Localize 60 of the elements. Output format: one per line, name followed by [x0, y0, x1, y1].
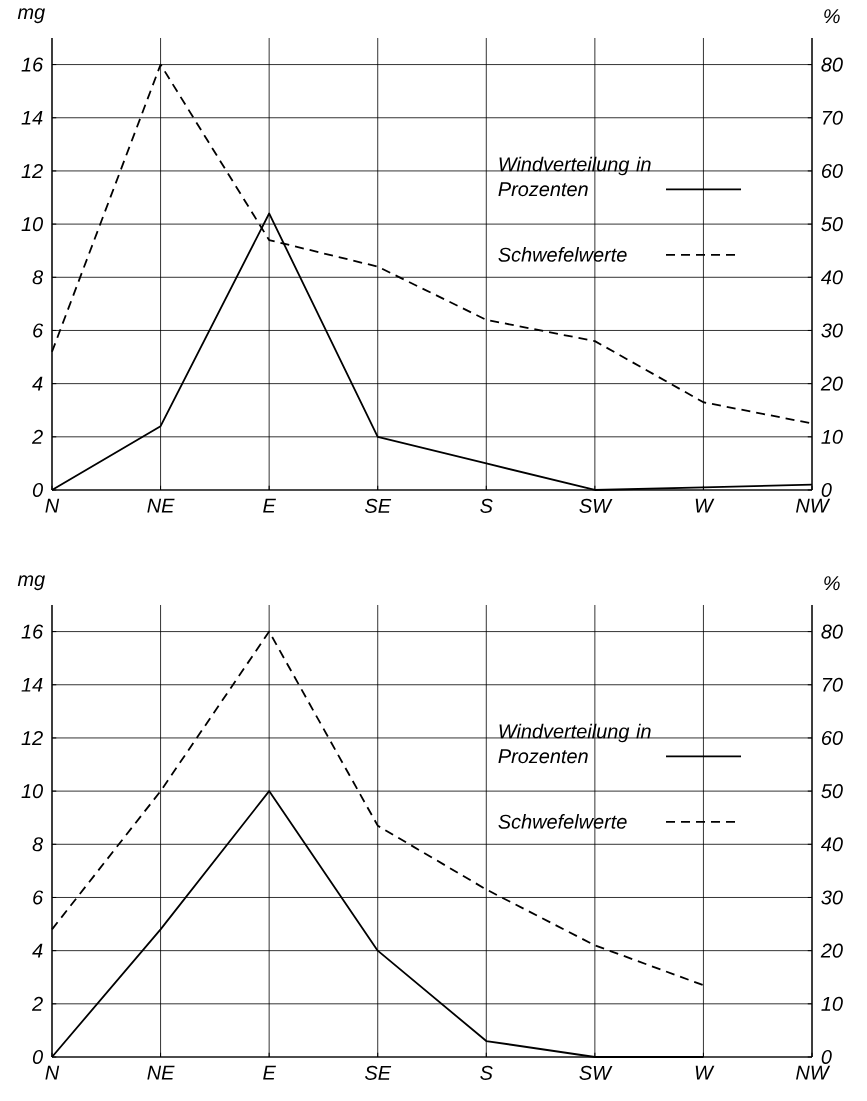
legend-label: Schwefelwerte — [498, 247, 627, 262]
y-tick-label: 8 — [32, 270, 44, 285]
y2-tick-label: 80 — [821, 57, 843, 72]
y2-tick-label: 20 — [820, 376, 843, 391]
x-tick-label: W — [695, 1065, 715, 1080]
x-tick-label: SE — [364, 498, 392, 513]
y2-tick-label: 0 — [821, 482, 832, 498]
y2-tick-label: 70 — [822, 110, 843, 125]
y-tick-label: 10 — [21, 217, 43, 232]
y-tick-label: 12 — [21, 163, 43, 178]
y2-tick-label: 30 — [821, 890, 843, 905]
x-tick-label: NE — [147, 498, 175, 513]
y2-tick-label: 10 — [821, 429, 843, 444]
y-tick-label: 16 — [21, 624, 44, 639]
x-tick-label: SE — [364, 1065, 392, 1080]
y2-axis-title: % — [824, 576, 840, 591]
y-tick-label: 10 — [21, 784, 43, 799]
y2-tick-label: 10 — [821, 996, 843, 1011]
legend-label: Windverteilung in Prozenten — [498, 723, 651, 764]
y-axis-title: mg — [17, 575, 45, 591]
y-tick-label: 16 — [21, 57, 44, 72]
y2-tick-label: 40 — [820, 270, 843, 285]
y-tick-label: 6 — [33, 323, 44, 338]
y2-tick-label: 60 — [821, 730, 843, 745]
x-tick-label: NW — [796, 1065, 831, 1080]
legend-label: Windverteilung in Prozenten — [498, 156, 651, 197]
y2-tick-label: 20 — [820, 943, 843, 958]
x-tick-label: S — [480, 498, 493, 513]
x-tick-label: E — [263, 1065, 276, 1080]
y-tick-label: 8 — [32, 837, 44, 852]
y-tick-label: 0 — [32, 482, 43, 498]
y2-tick-label: 70 — [822, 677, 843, 692]
y-tick-label: 4 — [32, 376, 43, 391]
y2-tick-label: 50 — [821, 217, 843, 232]
x-tick-label: NE — [147, 1065, 175, 1080]
x-tick-label: SW — [579, 1065, 613, 1080]
y2-tick-label: 0 — [821, 1049, 832, 1065]
y-tick-label: 6 — [33, 890, 44, 905]
y-tick-label: 12 — [21, 730, 43, 745]
y2-tick-label: 50 — [821, 784, 843, 799]
y-tick-label: 14 — [21, 110, 43, 125]
x-tick-label: N — [45, 498, 60, 513]
x-tick-label: N — [45, 1065, 60, 1080]
y-tick-label: 4 — [32, 943, 43, 958]
x-tick-label: NW — [796, 498, 831, 513]
x-tick-label: W — [695, 498, 715, 513]
y-tick-label: 2 — [31, 429, 43, 444]
y-axis-title: mg — [17, 8, 45, 24]
y-tick-label: 0 — [32, 1049, 43, 1065]
y2-tick-label: 30 — [821, 323, 843, 338]
x-tick-label: SW — [579, 498, 613, 513]
y2-tick-label: 80 — [821, 624, 843, 639]
y2-tick-label: 40 — [820, 837, 843, 852]
legend-label: Schwefelwerte — [498, 814, 627, 829]
y2-axis-title: % — [824, 9, 840, 24]
y-tick-label: 2 — [31, 996, 43, 1011]
y-tick-label: 14 — [21, 677, 43, 692]
x-tick-label: E — [263, 498, 276, 513]
x-tick-label: S — [480, 1065, 493, 1080]
y2-tick-label: 60 — [821, 163, 843, 178]
